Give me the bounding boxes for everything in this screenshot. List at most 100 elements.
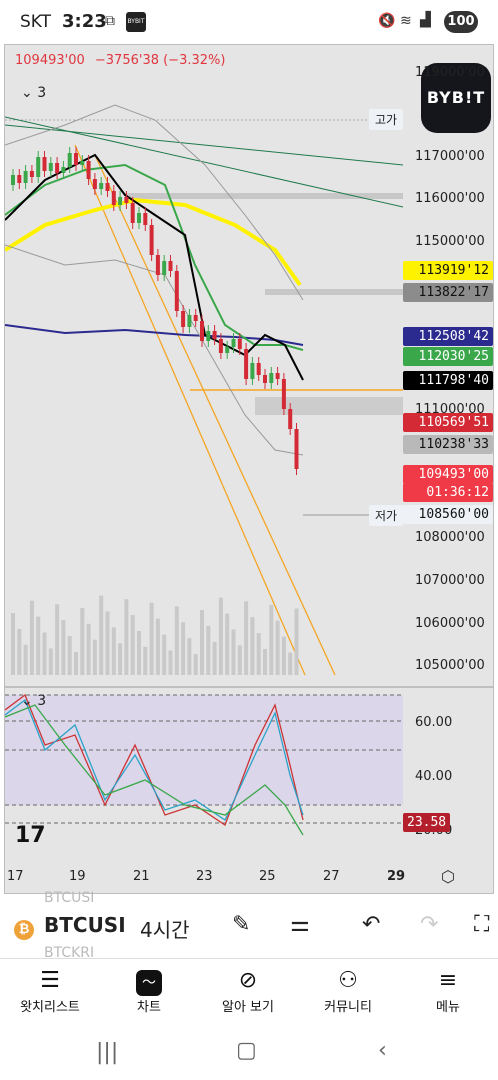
nav-community[interactable]: ⚇ 커뮤니티 xyxy=(298,966,398,1015)
indicator-collapse-main[interactable]: ⌄ 3 xyxy=(21,85,47,101)
volume-bar xyxy=(168,650,173,675)
price-level-label: 112030'25 xyxy=(403,347,493,366)
volume-bar xyxy=(187,638,192,675)
candle xyxy=(231,339,236,347)
candle xyxy=(17,175,22,183)
price-tick: 107000'00 xyxy=(415,573,485,588)
nav-watchlist[interactable]: ☰ 왓치리스트 xyxy=(0,966,100,1015)
indicator-collapse-osc[interactable]: ⌄ 3 xyxy=(21,693,47,709)
candle xyxy=(48,163,53,171)
date-tick: 25 xyxy=(259,869,276,884)
volume-bar xyxy=(281,636,286,675)
volume-bar xyxy=(29,600,34,675)
chart-canvas[interactable] xyxy=(5,45,494,894)
price-tick: 115000'00 xyxy=(415,234,485,249)
osc-tick: 60.00 xyxy=(415,715,453,730)
volume-bar xyxy=(55,604,60,675)
zone xyxy=(255,397,403,415)
tradingview-logo: 𝟭𝟳 xyxy=(15,823,46,848)
clock: 3:23 xyxy=(62,11,107,32)
volume-bar xyxy=(74,652,78,675)
redo-icon[interactable]: ↷ xyxy=(420,912,439,937)
candle xyxy=(162,261,167,275)
volume-bar xyxy=(99,595,104,675)
volume-bar xyxy=(231,629,236,675)
interval-selector[interactable]: 4시간 xyxy=(140,918,190,942)
candle xyxy=(118,197,123,205)
price-chart[interactable]: 109493'00 −3756'38 (−3.32%) ⌄ 3 ⌄ 3 BYB!… xyxy=(4,44,494,894)
fullscreen-icon[interactable]: ⛶ xyxy=(474,912,490,937)
candle xyxy=(187,315,192,327)
candle xyxy=(206,331,211,341)
volume-bar xyxy=(11,613,15,675)
volume-bar xyxy=(206,625,211,675)
volume-bar xyxy=(80,607,85,675)
volume-bar xyxy=(155,618,160,675)
candle xyxy=(67,153,72,167)
nav-label: 차트 xyxy=(137,1000,161,1015)
bollinger-upper xyxy=(5,104,304,301)
symbol-prev: BTCUSI xyxy=(44,890,95,906)
ma-green xyxy=(5,163,304,351)
volume-bar xyxy=(118,643,123,675)
carrier-label: SKT xyxy=(20,12,52,32)
price-tick: 105000'00 xyxy=(415,658,485,673)
bybit-logo: BYB!T xyxy=(421,63,491,133)
candle xyxy=(36,157,41,177)
candle xyxy=(23,171,28,183)
volume-bar xyxy=(263,649,267,675)
chart-toolbar xyxy=(0,898,498,959)
indicator-count: 3 xyxy=(37,85,47,101)
symbol-selector[interactable]: BTCUSI xyxy=(44,913,126,937)
undo-icon[interactable]: ↶ xyxy=(362,912,381,937)
chart-settings-icon[interactable]: ⬡ xyxy=(441,867,455,886)
volume-bar xyxy=(86,623,91,675)
bitcoin-icon: ₿ xyxy=(14,920,34,940)
price-level-label: 111798'40 xyxy=(403,371,493,390)
zone xyxy=(125,193,403,199)
trendline xyxy=(74,144,306,676)
volume-bar xyxy=(294,608,299,675)
candle xyxy=(294,429,299,469)
home-icon[interactable]: ▢ xyxy=(236,1038,257,1063)
date-tick: 29 xyxy=(387,869,406,884)
nav-label: 왓치리스트 xyxy=(20,1000,80,1015)
volume-bar xyxy=(149,602,154,675)
nav-explore[interactable]: ⊘ 알아 보기 xyxy=(198,966,298,1015)
candle xyxy=(155,255,160,275)
candle xyxy=(181,311,186,327)
candle xyxy=(237,339,242,349)
candle xyxy=(80,161,85,165)
menu-icon: ≡ xyxy=(438,968,458,993)
volume-bar xyxy=(250,617,255,675)
battery-indicator: 100 xyxy=(444,11,478,33)
candle xyxy=(74,153,78,165)
price-level-label: 109493'00 xyxy=(403,465,493,484)
back-icon[interactable]: ‹ xyxy=(378,1038,387,1063)
volume-bar xyxy=(237,645,242,675)
trendline xyxy=(5,124,404,166)
volume-bar xyxy=(130,615,135,675)
candle xyxy=(200,321,204,341)
draw-pencil-icon[interactable]: ✎ xyxy=(232,912,251,937)
watchlist-icon: ☰ xyxy=(40,968,60,993)
date-tick: 27 xyxy=(323,869,340,884)
candle xyxy=(124,197,129,203)
recent-apps-icon[interactable]: ||| xyxy=(96,1040,119,1065)
candle xyxy=(92,179,97,189)
volume-bar xyxy=(48,648,53,675)
candle xyxy=(250,363,255,379)
candle xyxy=(86,161,91,179)
nav-label: 알아 보기 xyxy=(222,1000,274,1015)
high-tag: 고가 xyxy=(369,109,404,130)
screenshot-icon: ⧉ xyxy=(105,13,115,29)
volume-bar xyxy=(244,601,249,675)
candle xyxy=(263,375,267,383)
candle xyxy=(29,171,34,177)
nav-menu[interactable]: ≡ 메뉴 xyxy=(398,966,498,1015)
indicator-settings-icon[interactable]: ⚌ xyxy=(290,912,310,937)
ma-black xyxy=(5,153,304,381)
nav-chart[interactable]: 〜 차트 xyxy=(99,966,199,1015)
candle xyxy=(143,213,148,225)
osc-green xyxy=(5,704,304,836)
